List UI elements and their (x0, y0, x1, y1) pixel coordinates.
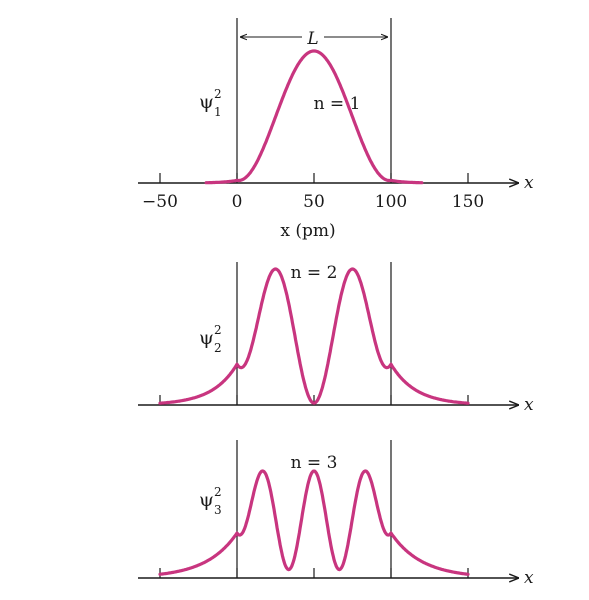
tick-label: 100 (375, 192, 407, 212)
probability-density-curve-n2 (158, 267, 470, 405)
psi-superscript: 2 (214, 323, 222, 337)
psi-symbol: ψ (199, 327, 214, 349)
probability-density-curve-n3 (158, 469, 470, 576)
probability-density-curve-n1 (204, 49, 424, 185)
psi-symbol: ψ (199, 91, 214, 113)
panel-n3: x n = 3 ψ 2 3 (138, 440, 534, 588)
panel-n1: L x −50 0 50 100 150 x (pm) n = 1 ψ 2 1 (138, 18, 534, 241)
axis-variable-label: x (524, 395, 534, 415)
psi-subscript: 2 (214, 341, 222, 355)
axis-variable-label: x (524, 173, 534, 193)
psi-superscript: 2 (214, 485, 222, 499)
psi-symbol: ψ (199, 489, 214, 511)
psi-subscript: 1 (214, 105, 222, 119)
quantum-number-label: n = 1 (314, 94, 361, 114)
tick-label: −50 (142, 192, 178, 212)
length-label: L (306, 29, 318, 49)
length-label-bg (302, 27, 324, 47)
tick-label: 150 (452, 192, 484, 212)
tick-label: 0 (232, 192, 243, 212)
quantum-number-label: n = 3 (291, 453, 338, 473)
tick-labels: −50 0 50 100 150 (142, 192, 484, 212)
quantum-number-label: n = 2 (291, 263, 338, 283)
axis-variable-label: x (524, 568, 534, 588)
psi-superscript: 2 (214, 87, 222, 101)
tick-label: 50 (303, 192, 325, 212)
x-axis-title: x (pm) (280, 221, 335, 241)
psi-subscript: 3 (214, 503, 222, 517)
panel-n2: x n = 2 ψ 2 2 (138, 262, 534, 415)
tick-group (159, 173, 469, 183)
tick-group (159, 568, 469, 578)
